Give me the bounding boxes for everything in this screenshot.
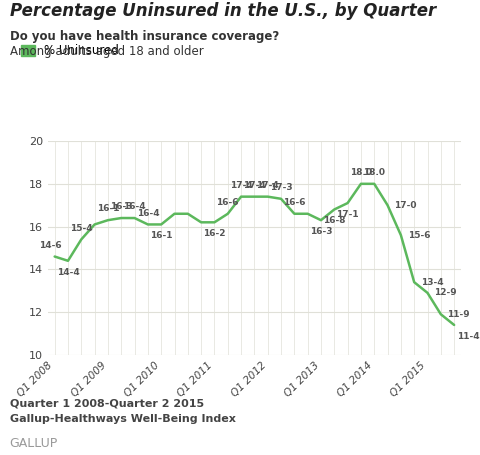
Text: 17-4: 17-4 bbox=[230, 181, 252, 190]
Text: 16-6: 16-6 bbox=[283, 198, 306, 207]
Text: 18.0: 18.0 bbox=[363, 168, 385, 177]
Text: 17-0: 17-0 bbox=[394, 201, 417, 210]
Text: 17-3: 17-3 bbox=[270, 183, 292, 192]
Text: 16-3: 16-3 bbox=[310, 227, 332, 236]
Text: 11-9: 11-9 bbox=[447, 310, 470, 319]
Text: 18.0: 18.0 bbox=[350, 168, 372, 177]
Text: 16-1: 16-1 bbox=[150, 231, 172, 240]
Text: 16-8: 16-8 bbox=[323, 216, 346, 225]
Text: 16-1: 16-1 bbox=[96, 204, 119, 213]
Text: 16-4: 16-4 bbox=[136, 208, 159, 217]
Text: Percentage Uninsured in the U.S., by Quarter: Percentage Uninsured in the U.S., by Qua… bbox=[10, 2, 436, 20]
Text: 16-4: 16-4 bbox=[123, 202, 146, 211]
Text: 12-9: 12-9 bbox=[434, 288, 457, 298]
Text: 13-4: 13-4 bbox=[421, 278, 444, 287]
Text: 16-6: 16-6 bbox=[216, 198, 239, 207]
Text: 14-6: 14-6 bbox=[39, 241, 62, 250]
Text: 14-4: 14-4 bbox=[57, 268, 79, 277]
Text: GALLUP: GALLUP bbox=[10, 437, 58, 450]
Text: 15-6: 15-6 bbox=[408, 231, 430, 240]
Text: Gallup-Healthways Well-Being Index: Gallup-Healthways Well-Being Index bbox=[10, 414, 236, 424]
Text: Quarter 1 2008-Quarter 2 2015: Quarter 1 2008-Quarter 2 2015 bbox=[10, 398, 204, 408]
Text: 16-3: 16-3 bbox=[110, 202, 132, 211]
Text: Do you have health insurance coverage?: Do you have health insurance coverage? bbox=[10, 30, 279, 43]
Text: 17-4: 17-4 bbox=[256, 181, 279, 190]
Legend: % Uninsured: % Uninsured bbox=[21, 44, 120, 57]
Text: 17-1: 17-1 bbox=[336, 210, 359, 219]
Text: 15-4: 15-4 bbox=[70, 223, 93, 233]
Text: 17-4: 17-4 bbox=[243, 181, 266, 190]
Text: 16-2: 16-2 bbox=[203, 229, 226, 238]
Text: 11-4: 11-4 bbox=[457, 332, 480, 341]
Text: Among adults aged 18 and older: Among adults aged 18 and older bbox=[10, 46, 204, 59]
